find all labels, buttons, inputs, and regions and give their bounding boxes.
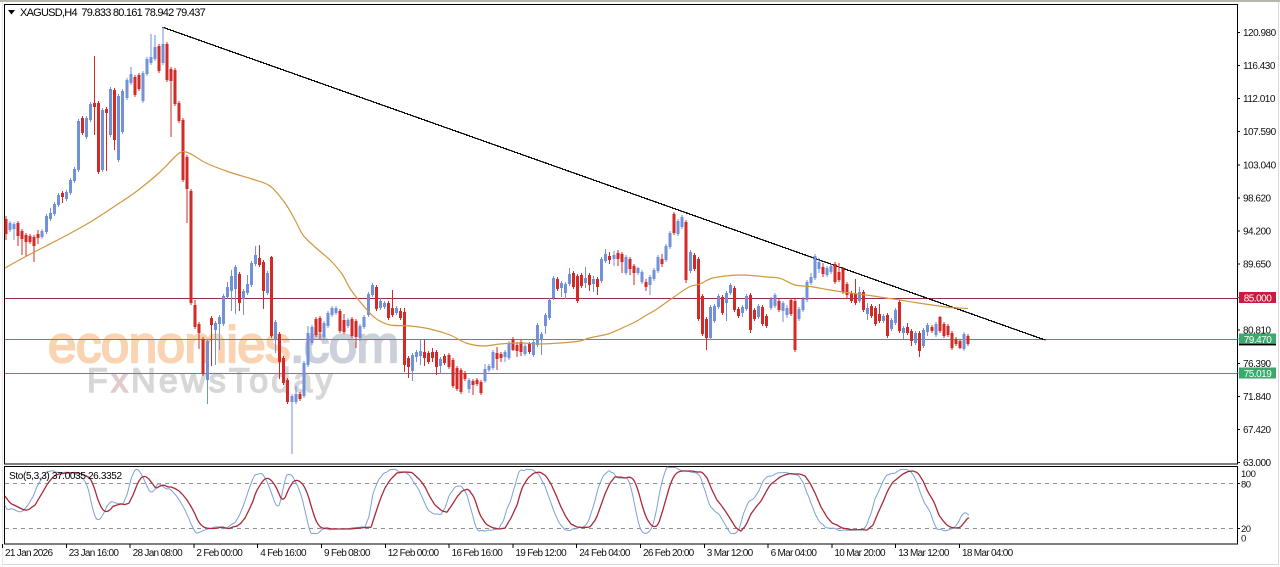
svg-text:76.390: 76.390 — [1243, 359, 1272, 370]
svg-text:116.430: 116.430 — [1243, 61, 1276, 72]
svg-text:63.000: 63.000 — [1243, 458, 1272, 469]
svg-text:28 Jan 08:00: 28 Jan 08:00 — [133, 548, 184, 559]
svg-text:75.019: 75.019 — [1244, 369, 1273, 380]
svg-text:Sto(5,3,3) 37.0035 26.3352: Sto(5,3,3) 37.0035 26.3352 — [9, 471, 122, 482]
svg-text:80: 80 — [1241, 480, 1251, 491]
svg-text:18 Mar 04:00: 18 Mar 04:00 — [962, 548, 1014, 559]
svg-text:120.980: 120.980 — [1243, 28, 1277, 39]
svg-text:6 Mar 04:00: 6 Mar 04:00 — [771, 548, 818, 559]
svg-text:79.470: 79.470 — [1244, 335, 1273, 346]
svg-text:0: 0 — [1241, 534, 1246, 545]
svg-text:3 Mar 12:00: 3 Mar 12:00 — [707, 548, 754, 559]
svg-text:23 Jan 16:00: 23 Jan 16:00 — [69, 548, 120, 559]
svg-text:4 Feb 16:00: 4 Feb 16:00 — [260, 548, 307, 559]
svg-text:71.840: 71.840 — [1243, 392, 1272, 403]
svg-text:13 Mar 12:00: 13 Mar 12:00 — [898, 548, 950, 559]
svg-text:67.420: 67.420 — [1243, 425, 1272, 436]
svg-text:80.810: 80.810 — [1243, 326, 1272, 337]
svg-text:2 Feb 00:00: 2 Feb 00:00 — [196, 548, 243, 559]
svg-text:12 Feb 00:00: 12 Feb 00:00 — [388, 548, 440, 559]
svg-text:19 Feb 12:00: 19 Feb 12:00 — [515, 548, 567, 559]
svg-text:100: 100 — [1241, 469, 1256, 480]
svg-text:89.650: 89.650 — [1243, 260, 1272, 271]
svg-text:21 Jan 2026: 21 Jan 2026 — [5, 548, 53, 559]
svg-text:9 Feb 08:00: 9 Feb 08:00 — [324, 548, 371, 559]
svg-text:XAGUSD,H4 79.833 80.161 78.94: XAGUSD,H4 79.833 80.161 78.942 79.437 — [20, 7, 206, 19]
svg-text:85.000: 85.000 — [1244, 294, 1273, 305]
svg-text:26 Feb 20:00: 26 Feb 20:00 — [643, 548, 695, 559]
svg-text:24 Feb 04:00: 24 Feb 04:00 — [579, 548, 631, 559]
svg-text:112.010: 112.010 — [1243, 94, 1276, 105]
svg-text:98.620: 98.620 — [1243, 193, 1272, 204]
svg-text:10 Mar 20:00: 10 Mar 20:00 — [834, 548, 886, 559]
svg-text:20: 20 — [1241, 524, 1251, 535]
svg-text:94.200: 94.200 — [1243, 227, 1272, 238]
svg-text:103.040: 103.040 — [1243, 160, 1277, 171]
svg-text:107.590: 107.590 — [1243, 127, 1277, 138]
svg-text:16 Feb 16:00: 16 Feb 16:00 — [452, 548, 504, 559]
